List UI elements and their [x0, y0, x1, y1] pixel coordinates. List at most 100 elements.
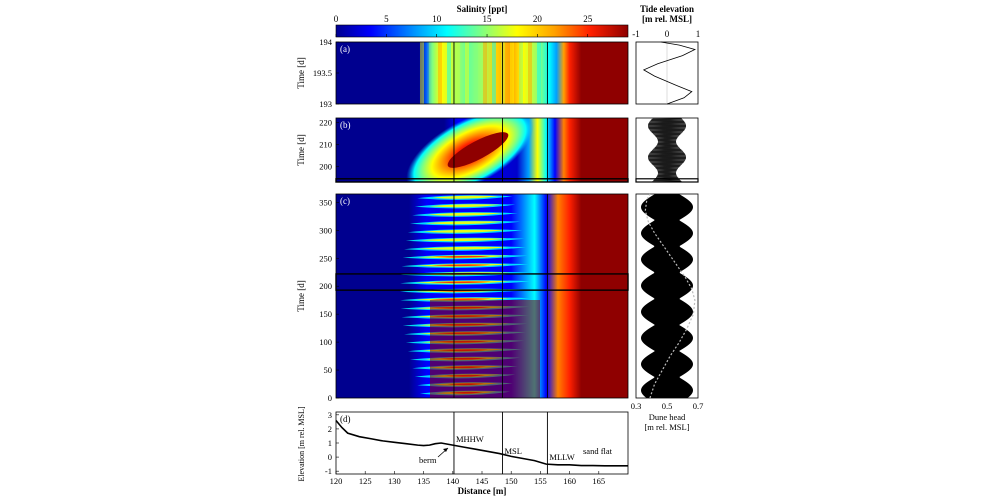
- dune-head-line: [644, 193, 696, 399]
- colorbar-tick-label: 25: [583, 14, 593, 24]
- tide-b-signal: [648, 117, 687, 183]
- berm-label: berm: [419, 455, 437, 465]
- colorbar-tick-label: 20: [533, 14, 543, 24]
- salinity-streak: [438, 42, 442, 104]
- tide-tick-label: 1: [696, 29, 701, 39]
- panel-a-field: [336, 42, 628, 104]
- salinity-streak: [474, 42, 478, 104]
- ytick-label: -1: [325, 466, 332, 476]
- panel-c-ylabel: Time [d]: [296, 280, 306, 311]
- salinity-streak: [519, 42, 523, 104]
- saline-wedge: [430, 300, 540, 398]
- salinity-streak: [537, 42, 541, 104]
- xtick-label: 135: [417, 476, 430, 486]
- panel-c: (c) 0 50 100 150 200 250 300 350 Time [d]: [296, 193, 629, 403]
- panel-c-tongues: [400, 195, 540, 398]
- ytick-label: 1: [328, 438, 332, 448]
- panel-b-core: [447, 132, 509, 168]
- colorbar-title: Salinity [ppt]: [457, 4, 508, 14]
- ytick-label: 193: [319, 99, 332, 109]
- reference-line-label: MSL: [504, 446, 521, 456]
- panel-c-vertical-lines: [453, 194, 548, 398]
- panel-a-vertical-lines: [453, 42, 548, 104]
- panel-b: (b) 200 210 220 Time [d]: [296, 117, 629, 183]
- colorbar-tick-label: 5: [384, 14, 389, 24]
- tide-panel-b: [635, 117, 699, 183]
- tide-title-line2: [m rel. MSL]: [642, 14, 692, 24]
- colorbar: [335, 24, 629, 38]
- salt-tongue-core: [432, 195, 499, 199]
- colorbar-tick-label: 10: [432, 14, 442, 24]
- ytick-label: 300: [319, 225, 332, 235]
- ytick-label: 50: [324, 365, 333, 375]
- xtick-label: 130: [388, 476, 401, 486]
- xtick-label: 125: [359, 476, 372, 486]
- ytick-label: 350: [319, 197, 332, 207]
- tide-a-line: [642, 41, 697, 105]
- dune-tick-label: 0.5: [662, 401, 673, 411]
- ytick-label: 200: [319, 281, 332, 291]
- panel-b-highlight: [335, 178, 629, 183]
- salt-tongue-core: [420, 238, 507, 242]
- tide-b-highlight: [635, 178, 699, 183]
- panel-a: (a) 193 193.5 194 Time [d]: [296, 37, 629, 109]
- ytick-label: 100: [319, 337, 332, 347]
- panel-a-yticks: 193 193.5 194: [313, 37, 339, 109]
- panel-a-ylabel: Time [d]: [296, 57, 306, 88]
- ytick-label: 194: [319, 37, 333, 47]
- dune-tick-label: 0.7: [693, 401, 704, 411]
- ytick-label: 0: [328, 393, 332, 403]
- panel-b-vertical-lines: [453, 118, 548, 182]
- tide-title-line1: Tide elevation: [640, 4, 694, 14]
- salinity-streak: [465, 42, 469, 104]
- panel-b-label: (b): [340, 120, 351, 130]
- dune-head-ticks: 0.3 0.5 0.7: [631, 401, 704, 411]
- dune-tick-label: 0.3: [631, 401, 642, 411]
- xtick-label: 140: [446, 476, 459, 486]
- tide-panel-a: [635, 41, 699, 105]
- salinity-streak: [510, 42, 514, 104]
- panel-a-label: (a): [340, 44, 350, 54]
- salt-tongue-peak: [432, 255, 490, 258]
- ytick-label: 2: [328, 424, 332, 434]
- panel-c-label: (c): [340, 196, 350, 206]
- panel-d-label: (d): [340, 414, 351, 424]
- xtick-label: 120: [330, 476, 343, 486]
- dune-xlabel-line1: Dune head: [649, 412, 686, 422]
- salt-tongue-core: [429, 204, 501, 208]
- ytick-label: 220: [319, 117, 332, 127]
- panel-d-ylabel: Elevation [m rel. MSL]: [297, 406, 306, 481]
- colorbar-tick-label: 0: [334, 14, 339, 24]
- xtick-label: 155: [534, 476, 547, 486]
- ytick-label: 150: [319, 309, 332, 319]
- salinity-streak: [447, 42, 451, 104]
- xtick-label: 165: [592, 476, 605, 486]
- ytick-label: 210: [319, 139, 332, 149]
- panel-c-yticks: 0 50 100 150 200 250 300 350: [319, 197, 339, 403]
- salinity-streak: [456, 42, 460, 104]
- reference-line-label: MHHW: [456, 434, 484, 444]
- tide-panel-c: 0.3 0.5 0.7 Dune head [m rel. MSL]: [631, 193, 704, 432]
- salinity-streak: [492, 42, 496, 104]
- salt-tongue-core: [422, 229, 506, 233]
- salinity-streak: [528, 42, 532, 104]
- xtick-label: 160: [563, 476, 576, 486]
- beach-profile-line: [335, 419, 628, 467]
- panel-a-texture: [420, 42, 541, 104]
- ytick-label: 0: [328, 452, 332, 462]
- ytick-label: 193.5: [313, 68, 332, 78]
- xtick-label: 150: [505, 476, 518, 486]
- salinity-streak: [420, 42, 424, 104]
- tide-axis-ticks: -1 0 1: [632, 29, 700, 39]
- salt-tongue-peak: [431, 264, 491, 267]
- salinity-streak: [501, 42, 505, 104]
- ytick-label: 250: [319, 253, 332, 263]
- tide-tick-label: 0: [665, 29, 670, 39]
- salt-tongue-core: [419, 246, 508, 250]
- salinity-streak: [429, 42, 433, 104]
- panel-d-yticks: -1 0 1 2 3: [325, 410, 339, 476]
- dune-xlabel-line2: [m rel. MSL]: [644, 422, 689, 432]
- panel-b-yticks: 200 210 220: [319, 117, 339, 172]
- ytick-label: 3: [328, 410, 332, 420]
